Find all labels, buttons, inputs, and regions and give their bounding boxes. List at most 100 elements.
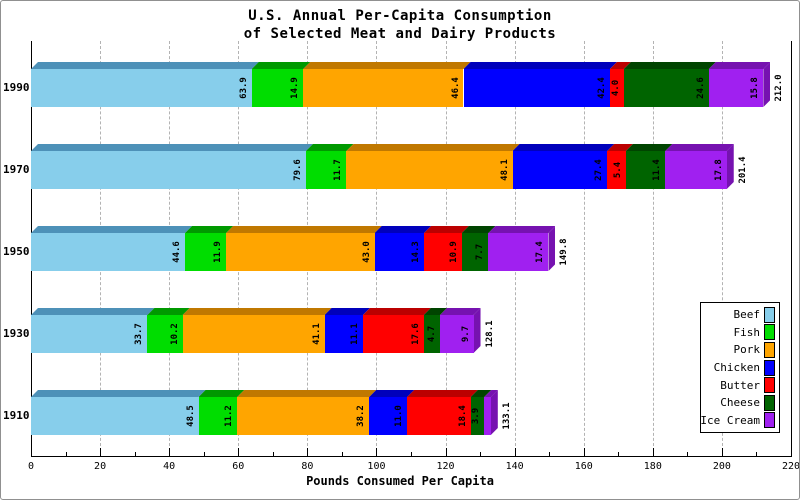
x-minor-tick (272, 452, 274, 456)
legend-swatch (764, 306, 775, 323)
x-major-tick (721, 448, 723, 456)
x-major-tick (376, 448, 378, 456)
segment-value-label: 10.2 (169, 323, 180, 345)
bar-segment-beef-1910 (31, 397, 199, 435)
bar-segment-pork-1990 (303, 69, 464, 107)
bar-segment-butter-1990 (609, 69, 624, 107)
segment-value-label: 11.4 (652, 159, 663, 181)
x-tick-label: 140 (505, 461, 524, 472)
x-tick-label: 80 (301, 461, 314, 472)
bar-end-cap (726, 144, 734, 189)
segment-value-label: 14.9 (290, 77, 301, 99)
bar-segment-ice-cream-1950 (488, 233, 549, 271)
bar-segment-pork-1930 (182, 315, 325, 353)
bar-total-label: 212.0 (774, 74, 785, 102)
bar-segment-bevel-butter (424, 226, 469, 233)
segment-value-label: 48.1 (499, 159, 510, 181)
bar-segment-chicken-1990 (463, 69, 610, 107)
y-category-label: 1910 (3, 409, 30, 422)
bar-segment-ice-cream-1910 (484, 397, 491, 435)
x-tick-label: 60 (232, 461, 245, 472)
bar-segment-pork-1950 (226, 233, 375, 271)
x-minor-tick (341, 452, 343, 456)
x-major-tick (169, 448, 171, 456)
segment-value-label: 46.4 (450, 77, 461, 99)
legend-swatch (764, 341, 775, 358)
x-tick-label: 160 (574, 461, 593, 472)
bar-total-label: 133.1 (501, 402, 512, 430)
legend-label: Cheese (720, 396, 760, 410)
segment-value-label: 42.4 (596, 77, 607, 99)
legend-item-ice-cream: Ice Cream (700, 412, 779, 429)
bar-segment-bevel-fish (252, 62, 310, 69)
bar-segment-cheese-1910 (470, 397, 485, 435)
bar-segment-fish-1990 (251, 69, 304, 107)
bar-segment-bevel-fish (185, 226, 233, 233)
bar-total-label: 201.4 (737, 156, 748, 184)
legend-label: Ice Cream (700, 413, 760, 427)
x-major-tick (791, 448, 792, 456)
bar-segment-bevel-cheese (462, 226, 496, 233)
bar-end-cap (548, 226, 556, 271)
gridline (652, 41, 654, 456)
segment-value-label: 17.6 (410, 323, 421, 345)
bar-segment-beef-1990 (31, 69, 252, 107)
bar-end-cap (473, 308, 481, 353)
right-border-line (791, 41, 792, 456)
x-minor-tick (203, 452, 205, 456)
segment-value-label: 11.1 (349, 323, 360, 345)
bar-segment-bevel-cheese (471, 390, 491, 397)
x-minor-tick (65, 452, 67, 456)
bar-segment-bevel-ice-cream (709, 62, 771, 69)
gridline (583, 41, 585, 456)
legend-label: Butter (720, 378, 760, 392)
bar-segment-pork-1970 (346, 151, 513, 189)
bar-segment-bevel-beef (31, 308, 154, 315)
bar-segment-bevel-chicken (369, 390, 414, 397)
x-tick-label: 200 (712, 461, 731, 472)
segment-value-label: 4.0 (610, 79, 621, 97)
y-category-label: 1970 (3, 163, 30, 176)
segment-value-label: 79.6 (292, 159, 303, 181)
legend-swatch (764, 412, 775, 429)
bar-total-label: 149.8 (559, 238, 570, 266)
segment-value-label: 10.9 (448, 241, 459, 263)
segment-value-label: 14.3 (411, 241, 422, 263)
bar-segment-bevel-beef (31, 144, 313, 151)
x-minor-tick (411, 452, 412, 456)
bar-segment-cheese-1990 (623, 69, 709, 107)
x-minor-tick (480, 452, 482, 456)
segment-value-label: 9.7 (460, 325, 471, 343)
bar-segment-bevel-fish (199, 390, 245, 397)
bar-segment-bevel-butter (610, 62, 631, 69)
bar-segment-ice-cream-1930 (440, 315, 474, 353)
x-major-tick (238, 448, 240, 456)
legend-item-beef: Beef (701, 306, 779, 323)
segment-value-label: 24.6 (695, 77, 706, 99)
legend-label: Fish (733, 325, 761, 339)
segment-value-label: 44.6 (172, 241, 183, 263)
bar-segment-ice-cream-1970 (665, 151, 727, 189)
bar-segment-beef-1950 (31, 233, 186, 271)
x-minor-tick (134, 452, 136, 456)
x-tick-label: 20 (94, 461, 107, 472)
bar-segment-ice-cream-1990 (708, 69, 764, 107)
bar-segment-bevel-chicken (325, 308, 370, 315)
bar-segment-cheese-1950 (461, 233, 489, 271)
bar-total-label: 128.1 (484, 320, 495, 348)
x-axis-line (31, 456, 792, 457)
x-major-tick (514, 448, 516, 456)
bar-segment-butter-1930 (362, 315, 424, 353)
x-major-tick (100, 448, 102, 456)
y-category-label: 1930 (3, 327, 30, 340)
x-major-tick (583, 448, 585, 456)
segment-value-label: 63.9 (238, 77, 249, 99)
segment-value-label: 41.1 (311, 323, 322, 345)
bar-segment-bevel-cheese (626, 144, 672, 151)
legend-swatch (764, 377, 775, 394)
segment-value-label: 11.0 (394, 405, 405, 427)
bar-segment-cheese-1970 (625, 151, 666, 189)
bar-end-cap (490, 390, 498, 435)
bar-segment-bevel-chicken (513, 144, 615, 151)
